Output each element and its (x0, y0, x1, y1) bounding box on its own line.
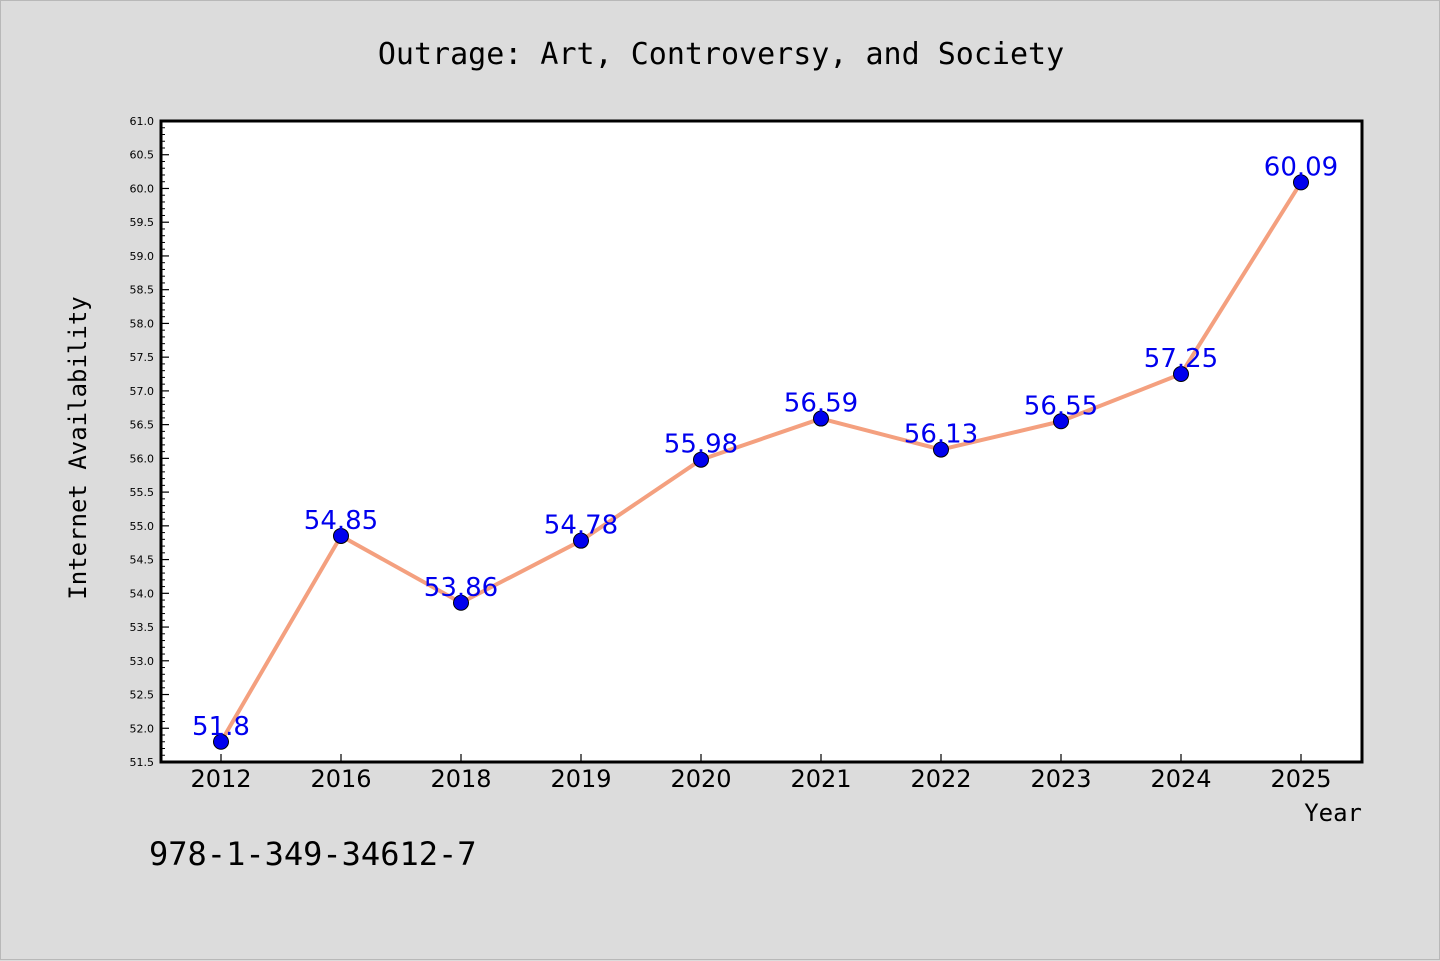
y-tick-label: 57.0 (130, 385, 155, 398)
plot-area (159, 119, 1364, 764)
x-tick-label: 2020 (670, 765, 731, 793)
x-tick-label: 2025 (1270, 765, 1331, 793)
x-tick-label: 2022 (910, 765, 971, 793)
x-tick-label: 2018 (430, 765, 491, 793)
y-tick-label: 57.5 (130, 351, 155, 364)
y-tick-label: 60.0 (130, 182, 155, 195)
data-point (933, 441, 949, 458)
x-axis-ticks: 2012 2016 2018 2019 2020 2021 2022 2023 2024 2025 (190, 754, 1332, 793)
data-label: 53.86 (424, 573, 498, 603)
y-tick-label: 53.0 (130, 655, 155, 668)
footer-code: 978-1-349-34612-7 (149, 835, 477, 873)
y-tick-label: 55.5 (130, 486, 155, 499)
y-tick-label: 52.5 (130, 689, 155, 702)
y-axis-label: Internet Availability (64, 296, 92, 599)
x-tick-label: 2024 (1150, 765, 1211, 793)
data-point (573, 532, 589, 549)
y-tick-label: 59.0 (130, 250, 155, 263)
data-label: 56.13 (904, 420, 978, 450)
data-label: 56.59 (784, 389, 858, 419)
data-point (1293, 174, 1309, 191)
y-tick-label: 52.0 (130, 722, 155, 735)
x-axis-label: Year (1304, 799, 1362, 827)
chart-title: Outrage: Art, Controversy, and Society (378, 37, 1064, 72)
data-labels: 51.8 54.85 53.86 54.78 55.98 56.59 56.13 56.55 5… (192, 152, 1338, 741)
data-label: 55.98 (664, 430, 738, 460)
x-tick-label: 2021 (790, 765, 851, 793)
y-tick-label: 54.5 (130, 554, 155, 567)
data-point (453, 594, 469, 611)
y-tick-label: 58.5 (130, 284, 155, 297)
data-points (213, 174, 1309, 750)
y-tick-label: 59.5 (130, 216, 155, 229)
data-point (1173, 366, 1189, 383)
y-axis-ticks: 51.5 52.0 52.5 53.0 53.5 54.0 54.5 55.0 55.5 56.0… (130, 115, 169, 769)
data-label: 51.8 (192, 712, 250, 742)
y-tick-label: 56.5 (130, 419, 155, 432)
x-tick-label: 2023 (1030, 765, 1091, 793)
y-tick-label: 58.0 (130, 317, 155, 330)
series-line (219, 180, 1303, 744)
series-line-group (219, 180, 1303, 744)
x-tick-label: 2012 (190, 765, 251, 793)
data-label: 56.55 (1024, 391, 1098, 421)
data-label: 57.25 (1144, 344, 1218, 374)
data-label: 54.78 (544, 511, 618, 541)
x-tick-label: 2016 (310, 765, 371, 793)
x-tick-label: 2019 (550, 765, 611, 793)
y-tick-label: 55.0 (130, 520, 155, 533)
y-tick-label: 61.0 (130, 115, 155, 128)
y-tick-label: 54.0 (130, 587, 155, 600)
data-point (693, 451, 709, 468)
data-point (813, 410, 829, 427)
data-point (333, 527, 349, 544)
y-tick-label: 53.5 (130, 621, 155, 634)
y-tick-label: 56.0 (130, 452, 155, 465)
data-label: 60.09 (1264, 152, 1338, 182)
data-label: 54.85 (304, 506, 378, 536)
y-tick-label: 51.5 (130, 756, 155, 769)
data-point (1053, 413, 1069, 430)
y-tick-label: 60.5 (130, 149, 155, 162)
data-point (213, 733, 229, 750)
